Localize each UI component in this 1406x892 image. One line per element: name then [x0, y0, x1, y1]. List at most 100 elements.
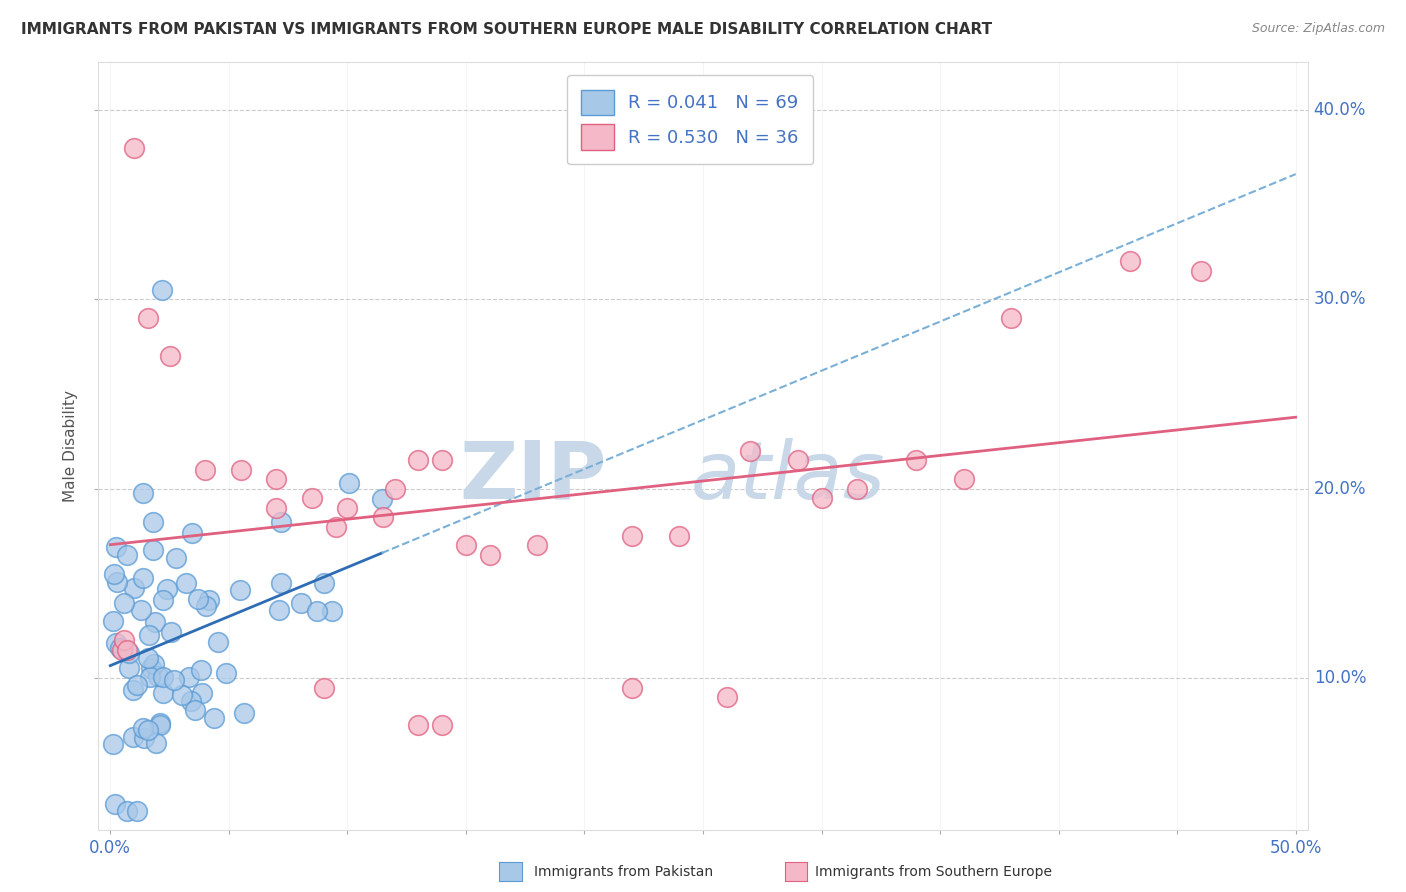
Point [187, 591, 209, 606]
Point [716, 690, 738, 704]
Point [190, 664, 212, 678]
Point [408, 453, 430, 467]
Legend: R = 0.041   N = 69, R = 0.530   N = 36: R = 0.041 N = 69, R = 0.530 N = 36 [567, 75, 813, 164]
Point [125, 678, 148, 692]
Point [142, 515, 165, 529]
Point [136, 723, 159, 738]
Point [270, 576, 292, 591]
Text: 40.0%: 40.0% [1313, 101, 1367, 119]
Point [143, 657, 166, 672]
Point [118, 660, 141, 674]
Point [264, 472, 287, 486]
Point [101, 614, 124, 628]
Text: 30.0%: 30.0% [1313, 290, 1367, 309]
Point [202, 711, 225, 725]
Point [114, 633, 136, 648]
Point [152, 671, 174, 685]
Point [165, 550, 187, 565]
Point [786, 453, 808, 467]
Point [111, 642, 134, 657]
Point [846, 482, 869, 496]
Point [454, 538, 477, 552]
Point [152, 593, 174, 607]
Point [156, 582, 179, 597]
Point [370, 491, 392, 506]
Y-axis label: Male Disability: Male Disability [63, 390, 79, 502]
Point [110, 641, 132, 656]
Point [952, 472, 974, 486]
Point [142, 543, 165, 558]
Point [408, 718, 430, 732]
Text: Immigrants from Southern Europe: Immigrants from Southern Europe [815, 865, 1053, 880]
Point [122, 141, 145, 155]
Point [118, 646, 141, 660]
Point [138, 651, 160, 665]
Point [125, 804, 148, 818]
Point [194, 463, 217, 477]
Point [215, 665, 238, 680]
Point [170, 688, 193, 702]
Point [143, 615, 166, 630]
Point [101, 737, 124, 751]
Point [141, 661, 163, 675]
Text: Immigrants from Pakistan: Immigrants from Pakistan [534, 865, 713, 880]
Point [371, 510, 394, 524]
Point [131, 571, 153, 585]
Point [104, 540, 127, 554]
Text: 10.0%: 10.0% [1313, 669, 1367, 687]
Point [620, 529, 643, 543]
Point [207, 635, 229, 649]
Point [115, 642, 138, 657]
Point [905, 453, 928, 467]
Point [229, 463, 252, 477]
Point [384, 482, 406, 496]
Point [1119, 254, 1142, 268]
Point [190, 686, 212, 700]
Point [105, 575, 128, 590]
Point [132, 486, 155, 500]
Point [810, 491, 832, 505]
Point [152, 283, 174, 297]
Point [103, 567, 125, 582]
Point [301, 491, 323, 505]
Point [177, 670, 200, 684]
Text: atlas: atlas [690, 438, 884, 516]
Point [195, 599, 218, 613]
Point [321, 604, 343, 618]
Point [117, 804, 139, 818]
Point [136, 311, 159, 326]
Point [267, 603, 290, 617]
Point [668, 529, 690, 543]
Point [132, 721, 155, 735]
Point [270, 515, 292, 529]
Point [233, 706, 256, 721]
Point [176, 576, 198, 591]
Point [129, 603, 152, 617]
Point [138, 628, 160, 642]
Point [312, 681, 335, 695]
Point [1000, 311, 1022, 326]
Point [159, 625, 181, 640]
Point [336, 500, 359, 515]
Point [478, 548, 501, 562]
Point [145, 736, 167, 750]
Point [620, 681, 643, 695]
Point [152, 686, 174, 700]
Point [184, 703, 207, 717]
Point [432, 718, 454, 732]
Point [290, 596, 312, 610]
Point [325, 519, 347, 533]
Point [134, 731, 156, 746]
Point [526, 538, 548, 552]
Point [139, 670, 162, 684]
Point [163, 673, 186, 687]
Point [124, 581, 146, 595]
Point [180, 694, 202, 708]
Text: IMMIGRANTS FROM PAKISTAN VS IMMIGRANTS FROM SOUTHERN EUROPE MALE DISABILITY CORR: IMMIGRANTS FROM PAKISTAN VS IMMIGRANTS F… [21, 22, 993, 37]
Point [159, 349, 181, 363]
Point [305, 604, 328, 618]
Text: Source: ZipAtlas.com: Source: ZipAtlas.com [1251, 22, 1385, 36]
Point [198, 593, 221, 607]
Point [115, 548, 138, 562]
Point [121, 730, 143, 744]
